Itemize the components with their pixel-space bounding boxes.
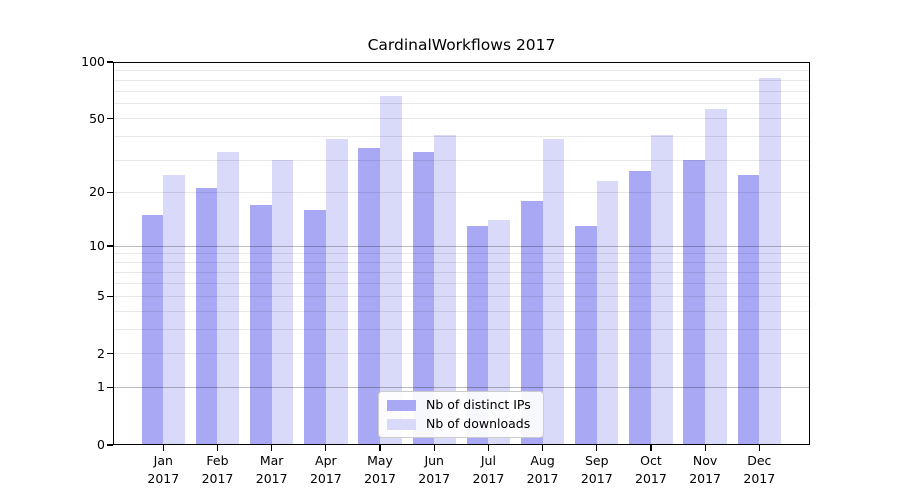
y-tick-20 <box>107 191 113 193</box>
x-tick-label-mar-2017: Mar 2017 <box>255 453 288 486</box>
y-tick-label-10: 10 <box>89 238 105 253</box>
bar-distinct-ips-jun-2017 <box>412 152 435 445</box>
bar-downloads-sep-2017 <box>596 181 619 445</box>
legend-item-downloads: Nb of downloads <box>387 416 535 432</box>
bar-downloads-jul-2017 <box>488 220 511 445</box>
gridline-major-10 <box>114 245 809 247</box>
x-tick-label-oct-2017: Oct 2017 <box>635 453 667 486</box>
bar-distinct-ips-oct-2017 <box>629 171 651 445</box>
x-tick-jul-2017 <box>487 445 489 451</box>
legend-swatch-distinct-ips <box>387 399 416 411</box>
bar-distinct-ips-aug-2017 <box>520 200 543 445</box>
x-tick-may-2017 <box>379 445 381 451</box>
y-tick-1 <box>107 386 113 389</box>
y-tick-50 <box>107 118 113 120</box>
gridline-minor-80 <box>114 79 809 81</box>
bar-distinct-ips-jan-2017 <box>141 214 164 445</box>
bar-distinct-ips-feb-2017 <box>195 188 218 445</box>
x-tick-aug-2017 <box>541 445 544 451</box>
gridline-minor-60 <box>114 103 809 105</box>
gridline-minor-5 <box>114 295 809 297</box>
y-tick-label-20: 20 <box>89 184 105 200</box>
y-tick-2 <box>107 353 113 355</box>
bar-downloads-jan-2017 <box>163 174 185 445</box>
bar-downloads-feb-2017 <box>217 152 240 445</box>
gridline-major-1 <box>114 386 809 388</box>
legend-item-distinct-ips: Nb of distinct IPs <box>387 397 535 413</box>
bar-distinct-ips-nov-2017 <box>683 160 706 445</box>
gridline-minor-70 <box>114 90 809 92</box>
y-tick-100 <box>107 61 113 63</box>
gridline-minor-7 <box>114 271 809 273</box>
gridline-minor-3 <box>114 329 809 331</box>
x-tick-jan-2017 <box>162 445 164 451</box>
bar-downloads-dec-2017 <box>759 78 781 445</box>
x-tick-apr-2017 <box>325 445 327 451</box>
gridline-minor-90 <box>114 70 809 72</box>
bar-downloads-nov-2017 <box>705 109 727 445</box>
legend-swatch-downloads <box>387 418 416 430</box>
x-tick-jun-2017 <box>433 445 435 451</box>
y-tick-label-50: 50 <box>89 110 105 126</box>
y-tick-0 <box>107 444 113 446</box>
y-tick-10 <box>107 245 113 247</box>
gridline-minor-6 <box>114 283 809 284</box>
y-tick-label-5: 5 <box>97 288 105 304</box>
gridline-minor-50 <box>114 118 809 120</box>
x-tick-label-aug-2017: Aug 2017 <box>526 453 559 486</box>
x-tick-dec-2017 <box>758 445 760 451</box>
bar-downloads-aug-2017 <box>542 138 565 445</box>
x-tick-label-may-2017: May 2017 <box>364 453 396 486</box>
legend: Nb of distinct IPs Nb of downloads <box>378 391 544 438</box>
chart-title: CardinalWorkflows 2017 <box>367 36 556 54</box>
legend-label-downloads: Nb of downloads <box>426 416 531 431</box>
x-tick-label-apr-2017: Apr 2017 <box>309 453 342 486</box>
bar-downloads-may-2017 <box>380 96 402 445</box>
x-tick-feb-2017 <box>216 445 219 451</box>
x-tick-label-dec-2017: Dec 2017 <box>743 453 776 486</box>
bar-downloads-jun-2017 <box>434 134 456 445</box>
bar-distinct-ips-jul-2017 <box>466 225 489 445</box>
x-tick-mar-2017 <box>271 445 273 451</box>
x-tick-oct-2017 <box>650 445 652 451</box>
bar-downloads-mar-2017 <box>271 160 294 445</box>
gridline-minor-40 <box>114 136 809 138</box>
bar-distinct-ips-dec-2017 <box>737 174 760 445</box>
x-tick-label-jan-2017: Jan 2017 <box>147 453 180 486</box>
bar-downloads-oct-2017 <box>650 134 673 445</box>
x-tick-label-jun-2017: Jun 2017 <box>418 453 451 486</box>
y-tick-5 <box>107 295 113 297</box>
gridline-minor-30 <box>114 159 809 161</box>
bar-distinct-ips-mar-2017 <box>249 205 272 445</box>
x-tick-nov-2017 <box>704 445 706 451</box>
x-tick-label-nov-2017: Nov 2017 <box>689 453 722 486</box>
bar-distinct-ips-apr-2017 <box>304 209 326 445</box>
gridline-minor-9 <box>114 253 809 255</box>
y-tick-label-1: 1 <box>97 379 105 395</box>
y-tick-label-2: 2 <box>97 345 105 361</box>
x-tick-label-feb-2017: Feb 2017 <box>201 453 234 486</box>
y-tick-label-0: 0 <box>97 437 105 452</box>
x-tick-label-jul-2017: Jul 2017 <box>472 453 505 486</box>
y-tick-label-100: 100 <box>81 54 105 69</box>
bar-downloads-apr-2017 <box>325 138 348 445</box>
gridline-minor-2 <box>114 353 809 355</box>
gridline-minor-20 <box>114 191 809 193</box>
gridline-minor-8 <box>114 262 809 264</box>
x-tick-sep-2017 <box>596 445 598 451</box>
x-tick-label-sep-2017: Sep 2017 <box>580 453 613 486</box>
bar-distinct-ips-may-2017 <box>358 147 380 445</box>
legend-label-distinct-ips: Nb of distinct IPs <box>426 397 531 412</box>
bar-distinct-ips-sep-2017 <box>575 225 597 445</box>
gridline-minor-4 <box>114 310 809 312</box>
